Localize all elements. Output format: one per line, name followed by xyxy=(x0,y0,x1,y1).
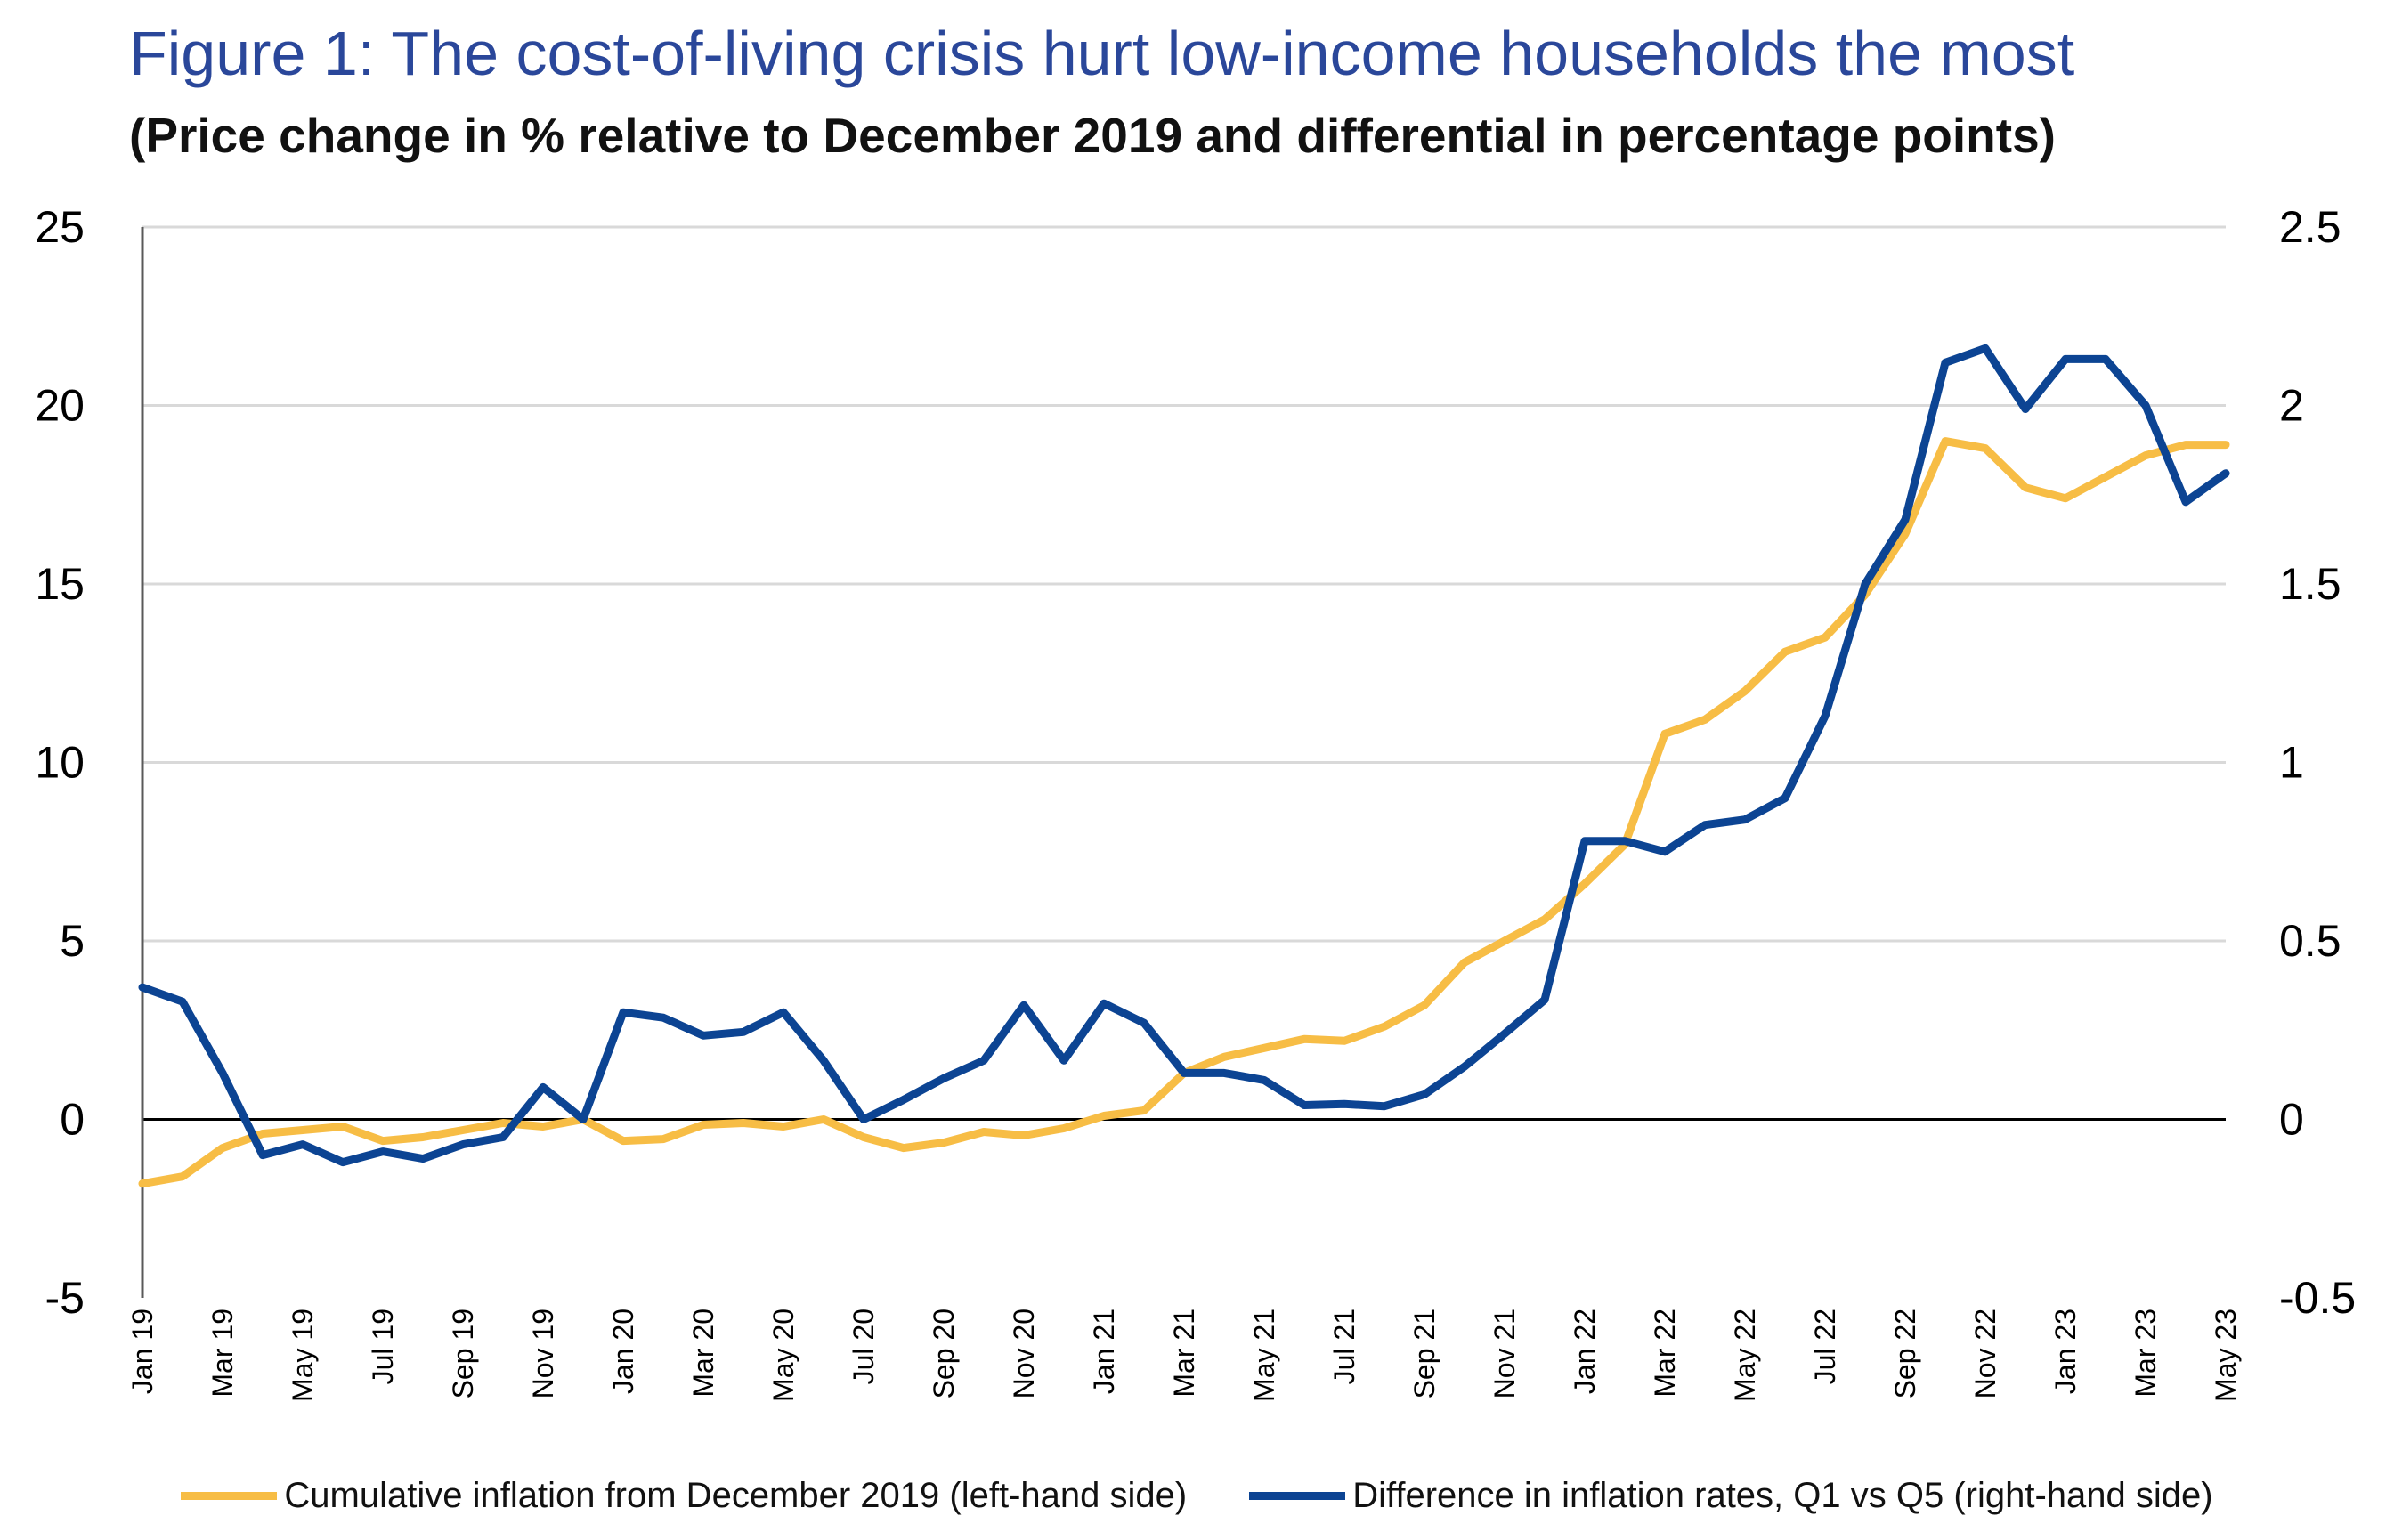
legend-label-inflation-difference: Difference in inflation rates, Q1 vs Q5 … xyxy=(1352,1476,2213,1515)
left-tick-label: 10 xyxy=(35,738,85,788)
x-tick-label: Jan 22 xyxy=(1569,1309,1601,1394)
x-tick-label: Mar 23 xyxy=(2130,1309,2162,1398)
x-tick-label: Nov 22 xyxy=(1969,1309,2001,1398)
legend-item-cumulative-inflation: Cumulative inflation from December 2019 … xyxy=(181,1476,1187,1516)
x-tick-label: Nov 21 xyxy=(1489,1309,1521,1398)
x-tick-label: Jul 21 xyxy=(1328,1309,1360,1384)
chart-title: Figure 1: The cost-of-living crisis hurt… xyxy=(129,19,2075,88)
x-tick-label: May 21 xyxy=(1248,1309,1280,1402)
x-tick-label: May 19 xyxy=(287,1309,319,1402)
right-tick-label: -0.5 xyxy=(2279,1273,2356,1323)
left-tick-label: 0 xyxy=(60,1095,85,1145)
x-tick-label: Nov 19 xyxy=(527,1309,559,1398)
x-tick-label: Jan 23 xyxy=(2049,1309,2082,1394)
x-tick-label: Jul 19 xyxy=(367,1309,399,1384)
right-tick-label: 0 xyxy=(2279,1095,2304,1145)
left-tick-label: -5 xyxy=(45,1273,85,1323)
x-tick-label: Sep 20 xyxy=(928,1309,960,1398)
x-tick-label: Mar 22 xyxy=(1649,1309,1681,1398)
left-tick-label: 25 xyxy=(35,202,85,252)
left-tick-label: 15 xyxy=(35,559,85,609)
x-tick-label: Sep 22 xyxy=(1889,1309,1921,1398)
legend-swatch-inflation-difference xyxy=(1249,1492,1346,1500)
x-tick-label: May 23 xyxy=(2210,1309,2242,1402)
right-tick-label: 2.5 xyxy=(2279,202,2341,252)
legend-label-cumulative-inflation: Cumulative inflation from December 2019 … xyxy=(284,1476,1188,1515)
x-tick-label: May 22 xyxy=(1729,1309,1761,1402)
x-tick-label: Jul 22 xyxy=(1809,1309,1841,1384)
x-tick-label: Jul 20 xyxy=(848,1309,880,1384)
x-tick-label: May 20 xyxy=(767,1309,799,1402)
chart-legend: Cumulative inflation from December 2019 … xyxy=(0,1476,2394,1516)
x-tick-label: Jan 21 xyxy=(1088,1309,1120,1394)
x-tick-label: Sep 21 xyxy=(1408,1309,1440,1398)
right-tick-label: 0.5 xyxy=(2279,916,2341,966)
right-tick-label: 1 xyxy=(2279,738,2304,788)
x-tick-label: Nov 20 xyxy=(1008,1309,1040,1398)
left-tick-label: 20 xyxy=(35,381,85,431)
legend-swatch-cumulative-inflation xyxy=(181,1492,278,1500)
left-tick-label: 5 xyxy=(60,916,85,966)
x-tick-label: Mar 21 xyxy=(1168,1309,1200,1398)
chart-subtitle: (Price change in % relative to December … xyxy=(129,108,2056,163)
x-tick-label: Jan 20 xyxy=(607,1309,639,1394)
x-tick-label: Jan 19 xyxy=(126,1309,158,1394)
x-tick-label: Mar 20 xyxy=(687,1309,719,1398)
x-tick-label: Mar 19 xyxy=(207,1309,239,1398)
legend-item-inflation-difference: Difference in inflation rates, Q1 vs Q5 … xyxy=(1249,1476,2213,1516)
right-tick-label: 2 xyxy=(2279,381,2304,431)
x-tick-label: Sep 19 xyxy=(447,1309,479,1398)
right-tick-label: 1.5 xyxy=(2279,559,2341,609)
series-line-inflation-difference xyxy=(138,344,2230,1167)
